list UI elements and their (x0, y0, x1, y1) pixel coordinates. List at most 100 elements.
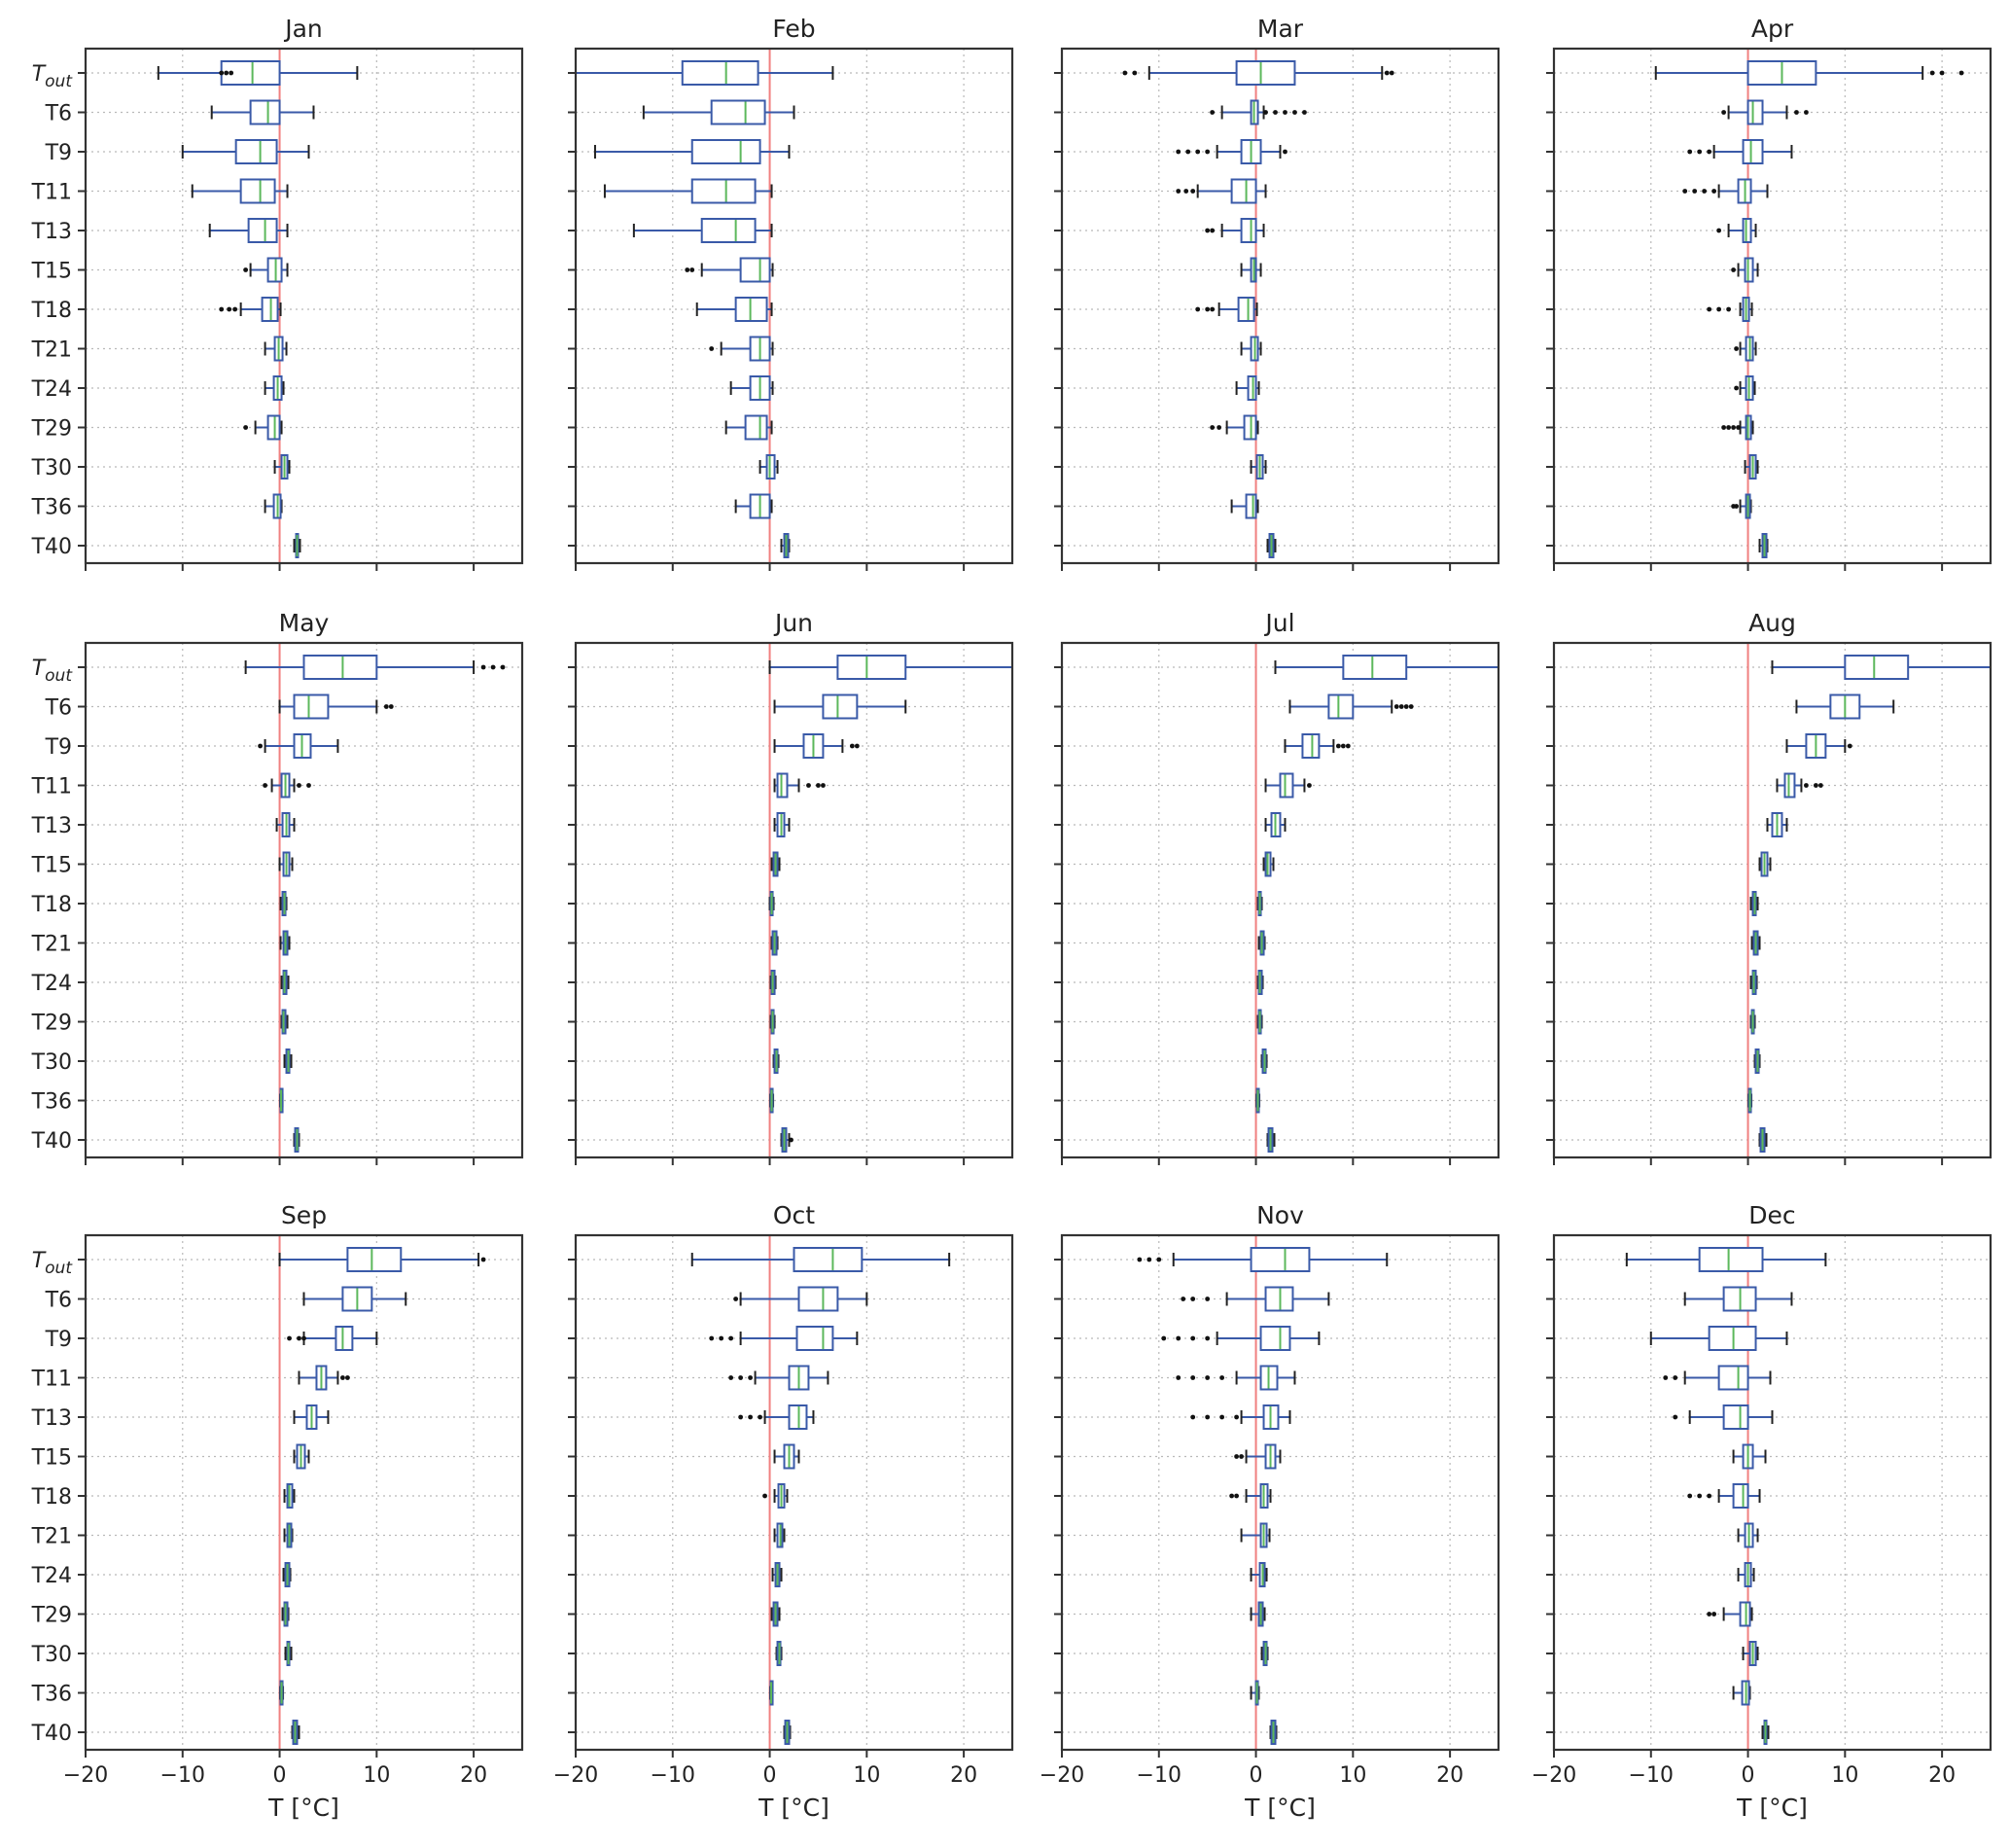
flier-point (689, 267, 695, 272)
box-iqr (293, 693, 330, 720)
x-axis-label: T [°C] (1736, 1794, 1808, 1822)
box-t30 (1744, 454, 1759, 480)
flier-point (1205, 149, 1211, 155)
box-t13 (1766, 812, 1788, 837)
flier-point (1673, 1414, 1678, 1420)
flier-point (1205, 1335, 1211, 1341)
y-tick-label: T15 (31, 260, 72, 284)
box-iqr (681, 60, 759, 86)
box-t_out (1654, 60, 1964, 86)
flier-point (1408, 704, 1414, 709)
box-t15 (1731, 257, 1759, 283)
box-iqr (1230, 178, 1257, 204)
flier-point (1682, 189, 1688, 194)
flier-point (1958, 70, 1964, 76)
box-iqr (335, 1326, 354, 1351)
flier-point (490, 664, 496, 670)
box-iqr (1245, 493, 1257, 519)
box-t11 (1663, 1365, 1772, 1391)
box-iqr (744, 414, 768, 441)
box-iqr (793, 1247, 864, 1272)
box-t15 (1758, 851, 1772, 877)
flier-point (224, 70, 229, 76)
y-tick-label: T36 (31, 1683, 72, 1707)
box-t29 (1250, 1601, 1266, 1627)
flier-point (243, 267, 249, 272)
axes-frame (1552, 641, 1992, 1159)
flier-point (1292, 110, 1297, 115)
flier-point (1183, 189, 1189, 194)
flier-point (1398, 704, 1404, 709)
y-tick-label: T15 (31, 1446, 72, 1471)
box-t30 (775, 1641, 783, 1666)
box-t18 (695, 297, 773, 322)
box-t29 (1256, 1009, 1263, 1035)
flier-point (1384, 70, 1390, 76)
flier-point (1229, 1493, 1235, 1499)
flier-point (1389, 70, 1394, 76)
box-t29 (1749, 1009, 1756, 1035)
flier-point (301, 1335, 306, 1341)
box-t21 (770, 930, 779, 956)
box-iqr (1259, 1326, 1291, 1351)
panel-title: Oct (773, 1201, 815, 1229)
box-t21 (1750, 930, 1761, 956)
flier-point (1716, 228, 1722, 233)
box-iqr (1746, 99, 1764, 125)
axes-frame (84, 1233, 524, 1752)
box-iqr (1235, 60, 1296, 86)
box-t24 (1235, 375, 1260, 401)
panel-apr: Apr (1546, 15, 1992, 571)
box-t18 (762, 1483, 789, 1509)
box-t18 (1229, 1483, 1272, 1509)
flier-point (227, 306, 232, 312)
box-t36 (1230, 493, 1259, 519)
box-t40 (1266, 533, 1277, 558)
box-t24 (771, 1562, 783, 1587)
flier-point (1716, 306, 1722, 312)
y-tick-label: T11 (31, 1368, 72, 1392)
y-tick-label: Tout (32, 1249, 74, 1278)
box-iqr (346, 1247, 403, 1272)
flier-point (738, 1375, 744, 1380)
box-t_out (1137, 1247, 1389, 1272)
box-t30 (1260, 1641, 1269, 1666)
box-t30 (273, 454, 291, 480)
flier-point (1195, 149, 1201, 155)
box-t11 (263, 772, 311, 799)
box-t9 (1649, 1326, 1788, 1351)
panel-title: Jul (1263, 609, 1294, 637)
box-t15 (1240, 257, 1262, 283)
axes-frame (1060, 47, 1500, 565)
x-tick-label: 20 (1436, 1763, 1463, 1788)
flier-point (1692, 189, 1698, 194)
flier-point (480, 1257, 486, 1262)
box-t13 (1716, 218, 1757, 243)
box-t30 (1753, 1048, 1761, 1074)
flier-point (1122, 70, 1128, 76)
box-t30 (772, 1048, 780, 1074)
box-t29 (770, 1601, 781, 1627)
box-t15 (1262, 851, 1275, 877)
panel-title: Dec (1748, 1201, 1795, 1229)
x-axis-label: T [°C] (1244, 1794, 1316, 1822)
box-t11 (1176, 1365, 1296, 1391)
flier-point (1847, 743, 1852, 749)
axes-frame (84, 641, 524, 1159)
box-t29 (724, 414, 773, 441)
box-t36 (279, 1087, 284, 1114)
x-tick-label: −10 (651, 1763, 695, 1788)
box-t6 (210, 99, 315, 125)
box-t30 (284, 1641, 293, 1666)
panel-dec: Dec −20 −10 0 10 20 T [°C] (1532, 1201, 1992, 1822)
flier-point (1702, 189, 1708, 194)
flier-point (1721, 425, 1727, 430)
x-tick-label: 20 (950, 1763, 977, 1788)
x-tick-label: 10 (1831, 1763, 1858, 1788)
flier-point (1205, 1375, 1211, 1380)
box-t24 (264, 375, 285, 401)
panel-sep: Sep Tout T6 T9 T11 T13 T15 T18 T21 T24 T29 T30 T36 T4… (31, 1201, 524, 1822)
box-t9 (1176, 139, 1287, 164)
flier-point (1663, 1375, 1669, 1380)
